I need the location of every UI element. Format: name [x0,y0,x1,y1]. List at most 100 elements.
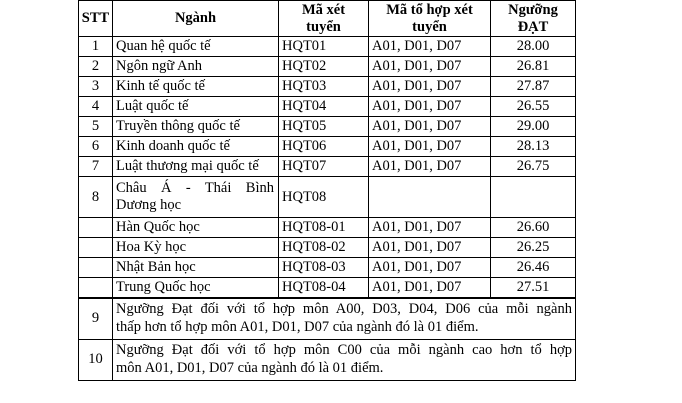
cell-nganh: Luật quốc tế [112,96,279,118]
table-body: 1 Quan hệ quốc tế HQT01 A01, D01, D07 28… [78,36,576,381]
cell-tohop: A01, D01, D07 [368,156,491,178]
cell-stt [78,217,113,238]
cell-stt: 8 [78,176,113,219]
column-header-nganh: Ngành [112,0,279,38]
column-header-nguong-line2: ĐẠT [517,18,549,35]
cell-nguong: 26.55 [490,96,576,118]
column-header-ma-line1: Mã xét [301,2,346,18]
cell-tohop: A01, D01, D07 [368,76,491,98]
table-row: 5 Truyền thông quốc tế HQT05 A01, D01, D… [78,116,576,138]
table-row: 4 Luật quốc tế HQT04 A01, D01, D07 26.55 [78,96,576,118]
table-note-row: 9 Ngưỡng Đạt đối với tổ hợp môn A00, D03… [78,296,576,340]
table-row: 2 Ngôn ngữ Anh HQT02 A01, D01, D07 26.81 [78,56,576,78]
cell-tohop [368,176,491,219]
cell-stt [78,236,113,258]
cell-nganh: Châu Á - Thái Bình Dương học [112,176,279,219]
cell-tohop: A01, D01, D07 [368,36,491,58]
cell-nganh: Quan hệ quốc tế [112,36,279,58]
cell-ma: HQT08-01 [278,217,369,238]
column-header-ma-to-hop: Mã tổ hợp xét tuyển [368,0,491,38]
cell-stt [78,276,113,299]
table-row: 6 Kinh doanh quốc tế HQT06 A01, D01, D07… [78,136,576,158]
cell-note-text: Ngưỡng Đạt đối với tổ hợp môn C00 của mỗ… [112,338,576,381]
column-header-nguong-dat: Ngưỡng ĐẠT [490,0,576,38]
note-line2: thấp hơn tổ hợp môn A01, D01, D07 của ng… [116,318,479,335]
cell-ma: HQT08-04 [278,276,369,299]
cell-stt: 10 [78,338,113,381]
column-header-ma-line2: tuyển [306,18,341,35]
cell-tohop: A01, D01, D07 [368,236,491,258]
cell-stt: 9 [78,296,113,340]
cell-nguong: 27.51 [490,276,576,299]
cell-tohop: A01, D01, D07 [368,136,491,158]
cell-stt [78,256,113,278]
cell-note-text: Ngưỡng Đạt đối với tổ hợp môn A00, D03, … [112,296,576,340]
table-row: 3 Kinh tế quốc tế HQT03 A01, D01, D07 27… [78,76,576,98]
cell-stt: 4 [78,96,113,118]
table-subrow: Hàn Quốc học HQT08-01 A01, D01, D07 26.6… [78,217,576,238]
cell-ma: HQT05 [278,116,369,138]
cell-tohop: A01, D01, D07 [368,56,491,78]
score-table-container: STT Ngành Mã xét tuyển Mã tổ hợp xét tuy… [78,0,576,381]
cell-ma: HQT08-03 [278,256,369,278]
cell-ma: HQT08 [278,176,369,219]
cell-ma: HQT01 [278,36,369,58]
column-header-nguong-line1: Ngưỡng [508,2,558,18]
column-header-ma-xet-tuyen: Mã xét tuyển [278,0,369,38]
table-subrow: Trung Quốc học HQT08-04 A01, D01, D07 27… [78,276,576,299]
cell-nganh: Kinh doanh quốc tế [112,136,279,158]
cell-tohop: A01, D01, D07 [368,116,491,138]
cell-stt: 2 [78,56,113,78]
cell-nguong: 26.46 [490,256,576,278]
cell-nganh: Hoa Kỳ học [112,236,279,258]
cell-tohop: A01, D01, D07 [368,96,491,118]
note-line1: Ngưỡng Đạt đối với tổ hợp môn C00 của mỗ… [116,342,572,359]
cell-nguong: 28.13 [490,136,576,158]
cell-stt: 3 [78,76,113,98]
table-row-group-header: 8 Châu Á - Thái Bình Dương học HQT08 [78,176,576,219]
cell-ma: HQT03 [278,76,369,98]
cell-nguong: 26.25 [490,236,576,258]
cell-nganh: Hàn Quốc học [112,217,279,238]
table-note-row: 10 Ngưỡng Đạt đối với tổ hợp môn C00 của… [78,338,576,381]
cell-ma: HQT04 [278,96,369,118]
table-subrow: Nhật Bản học HQT08-03 A01, D01, D07 26.4… [78,256,576,278]
cell-nguong: 27.87 [490,76,576,98]
cell-nguong: 29.00 [490,116,576,138]
cell-nguong: 28.00 [490,36,576,58]
column-header-tohop-line2: tuyển [412,18,447,35]
cell-stt: 7 [78,156,113,178]
cell-ma: HQT02 [278,56,369,78]
table-row: 7 Luật thương mại quốc tế HQT07 A01, D01… [78,156,576,178]
table-header-row: STT Ngành Mã xét tuyển Mã tổ hợp xét tuy… [78,0,576,38]
cell-stt: 6 [78,136,113,158]
table-header: STT Ngành Mã xét tuyển Mã tổ hợp xét tuy… [78,0,576,38]
cell-nganh: Nhật Bản học [112,256,279,278]
cell-nguong: 26.75 [490,156,576,178]
cell-tohop: A01, D01, D07 [368,217,491,238]
cell-nganh-line1: Châu Á - Thái Bình [116,180,274,197]
cell-ma: HQT08-02 [278,236,369,258]
column-header-stt: STT [78,0,113,38]
cell-nganh: Ngôn ngữ Anh [112,56,279,78]
cell-nguong: 26.60 [490,217,576,238]
note-line2: môn A01, D01, D07 của ngành đó là 01 điể… [116,359,384,376]
cell-nganh-line2: Dương học [116,197,182,214]
cell-tohop: A01, D01, D07 [368,276,491,299]
cell-nganh: Luật thương mại quốc tế [112,156,279,178]
cell-ma: HQT07 [278,156,369,178]
cell-ma: HQT06 [278,136,369,158]
column-header-tohop-line1: Mã tổ hợp xét [386,2,473,18]
cell-stt: 5 [78,116,113,138]
cell-nguong: 26.81 [490,56,576,78]
cell-nganh: Truyền thông quốc tế [112,116,279,138]
table-row: 1 Quan hệ quốc tế HQT01 A01, D01, D07 28… [78,36,576,58]
cell-nguong [490,176,576,219]
note-line1: Ngưỡng Đạt đối với tổ hợp môn A00, D03, … [116,301,572,318]
cell-nganh: Trung Quốc học [112,276,279,299]
table-subrow: Hoa Kỳ học HQT08-02 A01, D01, D07 26.25 [78,236,576,258]
cell-nganh: Kinh tế quốc tế [112,76,279,98]
cell-tohop: A01, D01, D07 [368,256,491,278]
admission-score-table: STT Ngành Mã xét tuyển Mã tổ hợp xét tuy… [78,0,576,381]
